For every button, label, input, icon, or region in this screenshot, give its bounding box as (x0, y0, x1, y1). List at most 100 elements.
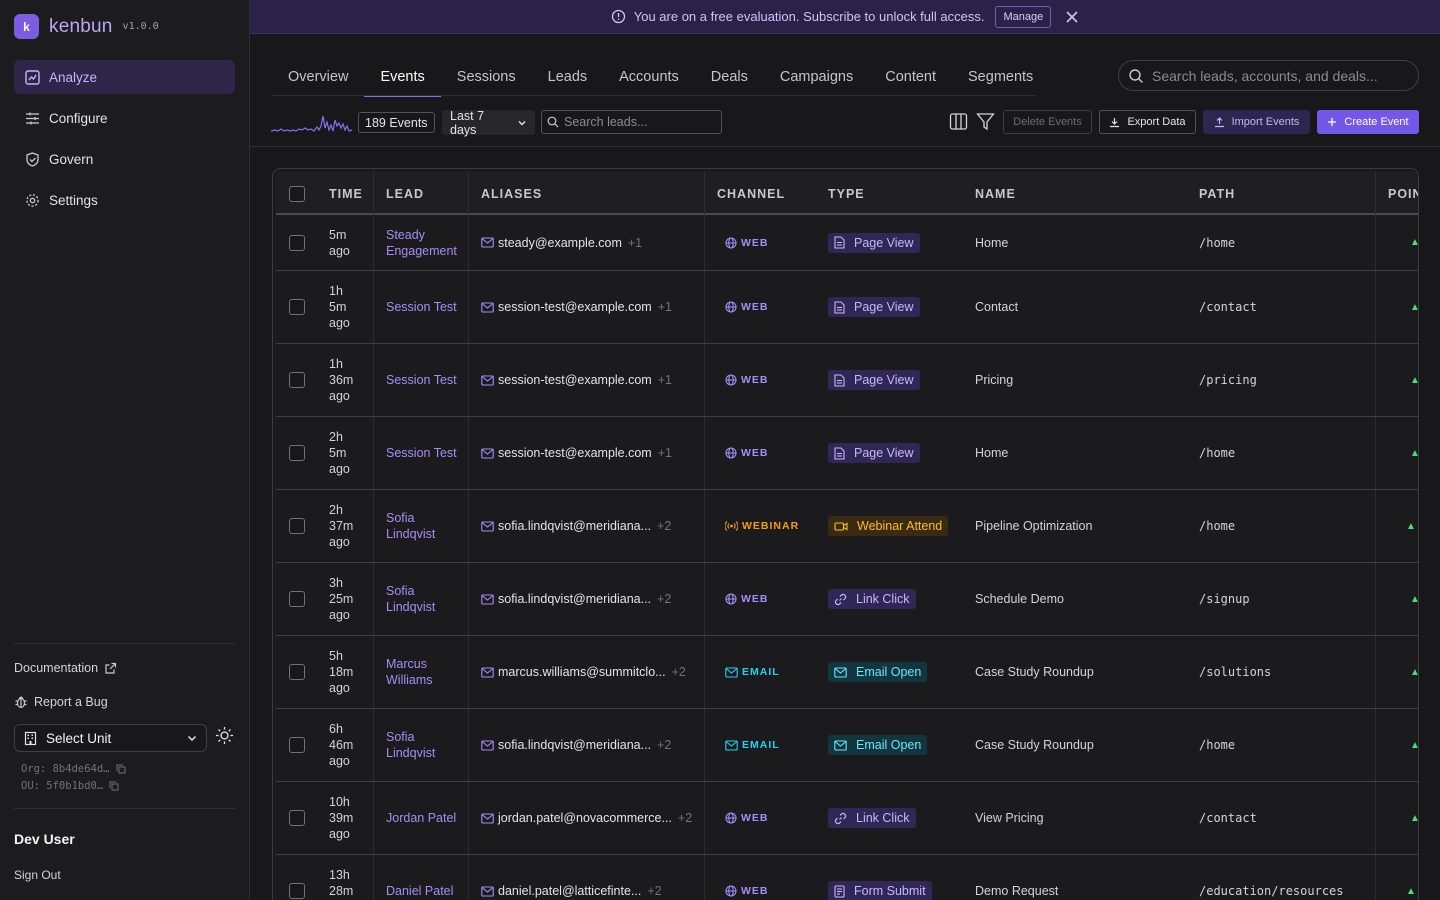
documentation-link[interactable]: Documentation (14, 661, 117, 675)
alias-more-count[interactable]: +2 (677, 811, 693, 825)
table-row[interactable]: 1h 5m ago Session Test session-test@exam… (276, 271, 1418, 344)
report-bug-link[interactable]: Report a Bug (14, 695, 108, 709)
lead-link[interactable]: Session Test (386, 300, 457, 314)
column-header-type[interactable]: TYPE (828, 186, 865, 201)
type-badge[interactable]: Page View (828, 297, 920, 317)
type-badge[interactable]: Form Submit (828, 881, 932, 900)
lead-link[interactable]: Jordan Patel (386, 811, 457, 825)
tab-campaigns[interactable]: Campaigns (779, 69, 854, 85)
type-badge[interactable]: Email Open (828, 662, 928, 682)
alias-more-count[interactable]: +1 (657, 446, 672, 460)
date-range-select[interactable]: Last 7 days (442, 109, 535, 137)
table-row[interactable]: 2h 37m ago Sofia Lindqvist sofia.lindqvi… (276, 490, 1418, 563)
type-badge[interactable]: Link Click (828, 808, 916, 828)
table-row[interactable]: 1h 36m ago Session Test session-test@exa… (276, 344, 1418, 417)
column-header-time[interactable]: TIME (329, 186, 363, 201)
alias-more-count[interactable]: +2 (657, 592, 672, 606)
row-checkbox[interactable] (289, 445, 305, 461)
type-badge[interactable]: Link Click (828, 589, 916, 609)
type-text: Page View (854, 373, 914, 387)
lead-link[interactable]: Session Test (386, 373, 457, 387)
filter-icon[interactable] (976, 112, 995, 131)
global-search-input[interactable]: Search leads, accounts, and deals... (1118, 60, 1419, 91)
row-checkbox[interactable] (289, 372, 305, 388)
row-checkbox[interactable] (289, 591, 305, 607)
row-checkbox[interactable] (289, 810, 305, 826)
lead-link[interactable]: Daniel Patel (386, 884, 454, 898)
type-badge[interactable]: Webinar Attend (828, 516, 949, 536)
columns-icon[interactable] (949, 112, 968, 131)
row-checkbox[interactable] (289, 518, 305, 534)
channel-text: WEBINAR (742, 520, 800, 532)
lead-link[interactable]: Steady Engagement (386, 227, 457, 258)
column-header-channel[interactable]: CHANNEL (704, 172, 785, 215)
alias-more-count[interactable]: +2 (657, 738, 672, 752)
alias-more-count[interactable]: +1 (627, 235, 643, 250)
tab-events[interactable]: Events (364, 58, 442, 97)
lead-search-input[interactable]: Search leads... (541, 110, 722, 134)
sign-out-link[interactable]: Sign Out (14, 868, 61, 882)
lead-link[interactable]: Session Test (386, 446, 457, 460)
table-row[interactable]: 3h 25m ago Sofia Lindqvist sofia.lindqvi… (276, 563, 1418, 636)
row-checkbox[interactable] (289, 299, 305, 315)
manage-button[interactable]: Manage (995, 5, 1052, 28)
info-icon (611, 9, 626, 24)
sidebar-item-analyze[interactable]: Analyze (14, 60, 235, 94)
sidebar-item-configure[interactable]: Configure (14, 101, 235, 135)
tab-deals[interactable]: Deals (710, 69, 748, 85)
tab-accounts[interactable]: Accounts (619, 69, 679, 85)
table-row[interactable]: 10h 39m ago Jordan Patel jordan.patel@no… (276, 782, 1418, 855)
type-badge[interactable]: Email Open (828, 735, 928, 755)
tab-content[interactable]: Content (885, 69, 937, 85)
alias-more-count[interactable]: +2 (647, 884, 662, 898)
type-badge[interactable]: Page View (828, 443, 920, 463)
alias-more-count[interactable]: +1 (657, 300, 672, 314)
channel-text: WEB (741, 374, 769, 386)
table-row[interactable]: 5h 18m ago Marcus Williams marcus.willia… (276, 636, 1418, 709)
column-header-lead[interactable]: LEAD (373, 172, 424, 215)
alias-more-count[interactable]: +2 (671, 665, 686, 679)
row-checkbox[interactable] (289, 737, 305, 753)
alias-more-count[interactable]: +1 (657, 373, 672, 387)
globe-icon (725, 447, 737, 459)
unit-select[interactable]: Select Unit (14, 724, 207, 752)
brand[interactable]: k kenbun v1.0.0 (14, 14, 159, 39)
alias-more-count[interactable]: +2 (657, 519, 672, 533)
table-row[interactable]: 5m ago Steady Engagement steady@example.… (276, 215, 1418, 271)
export-data-button[interactable]: Export Data (1099, 110, 1196, 134)
tab-sessions[interactable]: Sessions (456, 69, 516, 85)
lead-link[interactable]: Sofia Lindqvist (386, 511, 436, 541)
lead-link[interactable]: Sofia Lindqvist (386, 584, 436, 614)
close-icon[interactable] (1065, 10, 1079, 24)
column-header-path[interactable]: PATH (1199, 186, 1236, 201)
copy-icon[interactable] (109, 781, 119, 791)
table-row[interactable]: 2h 5m ago Session Test session-test@exam… (276, 417, 1418, 490)
type-badge[interactable]: Page View (828, 232, 920, 253)
tab-leads[interactable]: Leads (547, 69, 588, 85)
column-header-points[interactable]: POIN (1375, 172, 1418, 215)
tab-segments[interactable]: Segments (968, 69, 1034, 85)
lead-link[interactable]: Sofia Lindqvist (386, 730, 436, 760)
row-checkbox[interactable] (289, 234, 305, 251)
copy-icon[interactable] (116, 764, 126, 774)
column-header-aliases[interactable]: ALIASES (468, 172, 542, 215)
row-checkbox[interactable] (289, 664, 305, 680)
sidebar-item-govern[interactable]: Govern (14, 142, 235, 176)
table-row[interactable]: 6h 46m ago Sofia Lindqvist sofia.lindqvi… (276, 709, 1418, 782)
path-cell: /home (1199, 490, 1235, 562)
lead-link[interactable]: Marcus Williams (386, 657, 433, 687)
column-header-name[interactable]: NAME (975, 186, 1016, 201)
select-all-checkbox[interactable] (289, 185, 305, 202)
sidebar-item-settings[interactable]: Settings (14, 183, 235, 217)
row-checkbox[interactable] (289, 883, 305, 899)
tabs-underline (272, 95, 1036, 96)
tab-overview[interactable]: Overview (288, 69, 349, 85)
type-badge[interactable]: Page View (828, 370, 920, 390)
aliases-cell: session-test@example.com +1 (468, 344, 672, 416)
import-events-button[interactable]: Import Events (1203, 110, 1310, 134)
create-event-button[interactable]: Create Event (1317, 110, 1419, 134)
table-row[interactable]: 13h 28m ago Daniel Patel daniel.patel@la… (276, 855, 1418, 900)
delete-events-button[interactable]: Delete Events (1003, 110, 1092, 134)
theme-toggle-sun-icon[interactable] (215, 726, 234, 745)
channel-label: WEB (725, 447, 769, 459)
